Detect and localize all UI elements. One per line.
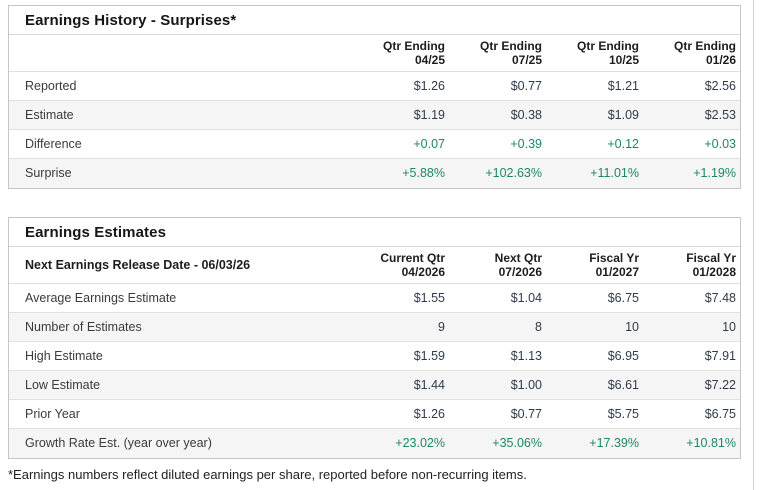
cell-value: $0.77 [449, 399, 546, 429]
cell-value: $1.21 [546, 71, 643, 101]
cell-value: $1.09 [546, 100, 643, 130]
column-header-line1: Qtr Ending [383, 39, 445, 53]
column-header-line2: 07/25 [511, 53, 542, 67]
cell-value: $1.19 [352, 100, 449, 130]
row-label: Low Estimate [9, 370, 352, 400]
row-label: Prior Year [9, 399, 352, 429]
column-header-line2: 01/2028 [692, 265, 736, 279]
table-row-surprise: Surprise +5.88% +102.63% +11.01% +1.19% [9, 158, 740, 188]
cell-value-positive: +0.07 [352, 129, 449, 159]
earnings-history-card: Earnings History - Surprises* Qtr Ending… [8, 5, 741, 189]
column-header: Qtr Ending 07/25 [449, 34, 546, 72]
table-row-high-estimate: High Estimate $1.59 $1.13 $6.95 $7.91 [9, 341, 740, 371]
column-header-line2: 07/2026 [498, 265, 542, 279]
cell-value-positive: +11.01% [546, 158, 643, 188]
column-header-line2: 04/2026 [401, 265, 445, 279]
cell-value: 10 [643, 312, 740, 342]
cell-value-positive: +1.19% [643, 158, 740, 188]
table-row-reported: Reported $1.26 $0.77 $1.21 $2.56 [9, 71, 740, 101]
table-row-average-earnings-estimate: Average Earnings Estimate $1.55 $1.04 $6… [9, 283, 740, 313]
table-row-estimate: Estimate $1.19 $0.38 $1.09 $2.53 [9, 100, 740, 130]
table-row-growth-rate: Growth Rate Est. (year over year) +23.02… [9, 428, 740, 458]
row-label: Growth Rate Est. (year over year) [9, 428, 352, 458]
column-header-line2: 01/2027 [595, 265, 639, 279]
column-header: Current Qtr 04/2026 [352, 246, 449, 284]
next-earnings-release-date: Next Earnings Release Date - 06/03/26 [9, 246, 352, 284]
column-header-line1: Qtr Ending [577, 39, 639, 53]
header-row: Next Earnings Release Date - 06/03/26 Cu… [9, 246, 740, 284]
cell-value: $5.75 [546, 399, 643, 429]
cell-value: $6.61 [546, 370, 643, 400]
earnings-estimates-card: Earnings Estimates Next Earnings Release… [8, 217, 741, 459]
cell-value: $2.53 [643, 100, 740, 130]
column-header: Qtr Ending 04/25 [352, 34, 449, 72]
column-header-line1: Fiscal Yr [686, 251, 736, 265]
row-label: Difference [9, 129, 352, 159]
row-label: Surprise [9, 158, 352, 188]
earnings-estimates-table: Next Earnings Release Date - 06/03/26 Cu… [9, 246, 740, 458]
column-header: Fiscal Yr 01/2028 [643, 246, 740, 284]
cell-value-positive: +5.88% [352, 158, 449, 188]
cell-value: $1.26 [352, 71, 449, 101]
cell-value: $7.91 [643, 341, 740, 371]
cell-value-positive: +23.02% [352, 428, 449, 458]
cell-value-positive: +10.81% [643, 428, 740, 458]
cell-value: $0.38 [449, 100, 546, 130]
earnings-estimates-title: Earnings Estimates [25, 224, 167, 241]
cell-value: $1.59 [352, 341, 449, 371]
cell-value-positive: +35.06% [449, 428, 546, 458]
cell-value: $1.26 [352, 399, 449, 429]
column-header-line1: Fiscal Yr [589, 251, 639, 265]
column-header: Qtr Ending 10/25 [546, 34, 643, 72]
cell-value: $1.04 [449, 283, 546, 313]
column-header-line2: 10/25 [608, 53, 639, 67]
table-row-prior-year: Prior Year $1.26 $0.77 $5.75 $6.75 [9, 399, 740, 429]
cell-value: $2.56 [643, 71, 740, 101]
column-header: Qtr Ending 01/26 [643, 34, 740, 72]
row-label: Average Earnings Estimate [9, 283, 352, 313]
table-row-number-of-estimates: Number of Estimates 9 8 10 10 [9, 312, 740, 342]
cell-value: $7.22 [643, 370, 740, 400]
cell-value: $6.95 [546, 341, 643, 371]
earnings-footnote: *Earnings numbers reflect diluted earnin… [8, 467, 527, 482]
earnings-history-title: Earnings History - Surprises* [25, 12, 237, 29]
column-header-line1: Next Qtr [494, 251, 542, 265]
table-row-low-estimate: Low Estimate $1.44 $1.00 $6.61 $7.22 [9, 370, 740, 400]
column-header-line1: Current Qtr [380, 251, 445, 265]
cell-value: 8 [449, 312, 546, 342]
column-header-line2: 04/25 [414, 53, 445, 67]
row-label: High Estimate [9, 341, 352, 371]
column-header-line2: 01/26 [705, 53, 736, 67]
cell-value: $1.44 [352, 370, 449, 400]
cell-value-positive: +17.39% [546, 428, 643, 458]
cell-value: $1.55 [352, 283, 449, 313]
header-row: Qtr Ending 04/25 Qtr Ending 07/25 Qtr En… [9, 34, 740, 72]
cell-value: $1.00 [449, 370, 546, 400]
cell-value: 9 [352, 312, 449, 342]
table-row-difference: Difference +0.07 +0.39 +0.12 +0.03 [9, 129, 740, 159]
cell-value: $0.77 [449, 71, 546, 101]
column-header-line1: Qtr Ending [480, 39, 542, 53]
panel-right-border [753, 0, 754, 490]
cell-value-positive: +0.39 [449, 129, 546, 159]
column-header-line1: Qtr Ending [674, 39, 736, 53]
cell-value-positive: +0.12 [546, 129, 643, 159]
corner-cell-empty [9, 34, 352, 72]
cell-value-positive: +0.03 [643, 129, 740, 159]
column-header: Fiscal Yr 01/2027 [546, 246, 643, 284]
cell-value: $1.13 [449, 341, 546, 371]
earnings-history-table: Qtr Ending 04/25 Qtr Ending 07/25 Qtr En… [9, 34, 740, 188]
cell-value: $6.75 [643, 399, 740, 429]
row-label: Estimate [9, 100, 352, 130]
cell-value-positive: +102.63% [449, 158, 546, 188]
row-label: Reported [9, 71, 352, 101]
cell-value: $7.48 [643, 283, 740, 313]
cell-value: 10 [546, 312, 643, 342]
cell-value: $6.75 [546, 283, 643, 313]
column-header: Next Qtr 07/2026 [449, 246, 546, 284]
row-label: Number of Estimates [9, 312, 352, 342]
